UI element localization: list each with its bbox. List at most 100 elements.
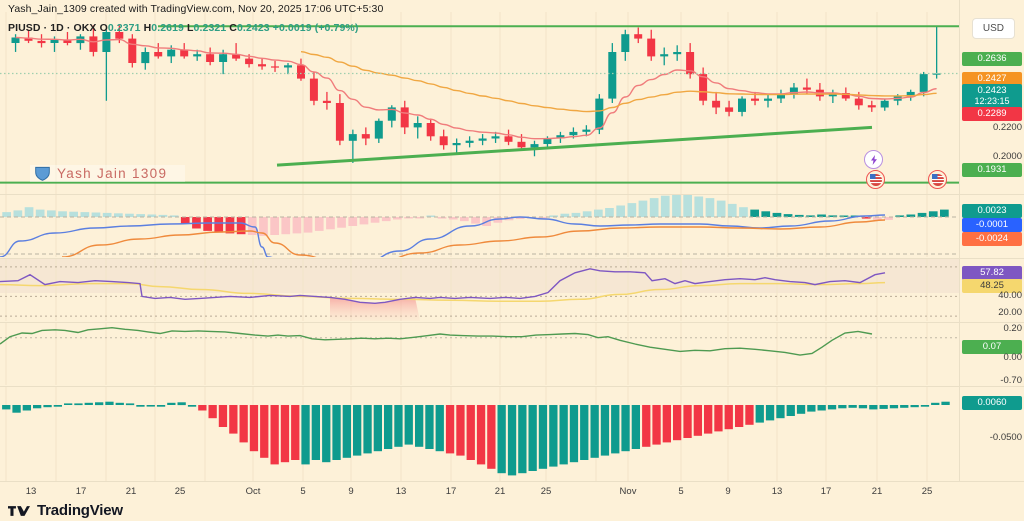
oscillator-bar (776, 405, 785, 419)
candle-body (841, 93, 850, 99)
macd-bar (393, 217, 402, 220)
price-axis-label: -0.0500 (989, 432, 1022, 443)
candle-body (63, 39, 72, 43)
moving-average-orange-line (300, 51, 937, 113)
time-axis[interactable]: 13 17 21 25 Oct 5 9 13 17 21 25 Nov 5 9 13 17 21 25 (0, 481, 1024, 504)
candle-body (478, 138, 487, 141)
oscillator-bar (435, 405, 444, 452)
macd-bar (716, 200, 726, 217)
tradingview-logo[interactable]: TradingView (8, 502, 123, 519)
currency-button[interactable]: USD (971, 18, 1015, 39)
oscillator-gridlines (5, 387, 928, 481)
economic-event-us-flag[interactable] (928, 170, 947, 189)
price-axis-tag[interactable]: 0.0060 (962, 396, 1022, 410)
macd-bar (928, 211, 938, 217)
rsi-pane[interactable] (0, 259, 960, 321)
macd-bar (638, 200, 648, 217)
macd-bar (91, 212, 101, 217)
oscillator-bar (910, 405, 919, 408)
oscillator-bar (642, 405, 651, 447)
oscillator-bar (404, 405, 413, 445)
momentum-gridlines (5, 323, 928, 385)
macd-bar (727, 203, 737, 217)
ascending-trendline (276, 125, 873, 167)
macd-bar (58, 211, 67, 217)
price-axis-tag[interactable]: 0.2427 (962, 72, 1022, 86)
momentum-pane[interactable] (0, 323, 960, 385)
change-percent: (+0.79%) (314, 22, 359, 34)
oscillator-bar (249, 405, 259, 452)
rsi-band (0, 259, 960, 293)
symbol-label[interactable]: PIUSD · 1D · OKX (8, 22, 97, 34)
oscillator-bar (858, 405, 868, 409)
oscillator-bar (683, 405, 692, 438)
oscillator-bar (291, 405, 300, 460)
candle-body (660, 54, 669, 57)
macd-bar (616, 205, 625, 217)
time-axis-label: Nov (619, 486, 637, 497)
candle-body (751, 98, 759, 101)
macd-bar (895, 215, 905, 217)
earnings-bolt-icon[interactable] (864, 150, 883, 169)
oscillator-bar (311, 405, 320, 460)
macd-bar (649, 198, 659, 217)
price-axis-tag[interactable]: 0.2636 (962, 52, 1022, 66)
macd-pane[interactable] (0, 195, 960, 257)
time-axis-label: 5 (678, 486, 684, 497)
oscillator-bar (590, 405, 599, 458)
oscillator-bar (817, 405, 826, 411)
price-axis-tag[interactable]: 0.2289 (962, 107, 1022, 121)
oscillator-bar (187, 405, 197, 407)
momentum-line (0, 326, 873, 356)
macd-bar (538, 217, 547, 219)
macd-bar (114, 213, 123, 217)
macd-bar (102, 212, 112, 217)
oscillator-bar (755, 405, 764, 423)
oscillator-bar (280, 405, 290, 463)
rsi-moving-average-line (0, 281, 886, 303)
price-axis-tag[interactable]: -0.0001 (962, 218, 1022, 232)
oscillator-bar (322, 405, 331, 463)
price-axis-tag[interactable]: 0.0023 (962, 204, 1022, 218)
current-price-tag[interactable]: 0.2423 12:23:15 (962, 84, 1022, 109)
price-axis-tag[interactable]: 57.82 (962, 266, 1022, 280)
price-axis-label: 0.2200 (992, 122, 1022, 133)
candle-body (569, 131, 578, 136)
price-pane[interactable] (0, 12, 960, 194)
macd-bar (627, 203, 637, 217)
oscillator-bar (621, 405, 630, 452)
economic-event-us-flag[interactable] (866, 170, 885, 189)
oscillator-bar (569, 405, 579, 463)
price-axis[interactable]: 0.2636 0.2427 0.2423 12:23:15 0.2289 0.2200 0.… (959, 0, 1024, 481)
oscillator-bar (198, 405, 207, 411)
time-axis-label: 9 (348, 486, 354, 497)
candle-body (686, 52, 695, 75)
oscillator-bar (33, 405, 42, 409)
macd-bar (214, 217, 224, 233)
macd-bar (694, 196, 704, 217)
macd-bar (247, 217, 257, 235)
price-axis-label: 0.2000 (992, 151, 1022, 162)
macd-bar (404, 217, 413, 219)
candle-body (245, 58, 254, 65)
price-axis-tag[interactable]: 48.25 (962, 279, 1022, 293)
pane-divider (0, 258, 1024, 259)
candle-body (89, 36, 98, 52)
candle-body (115, 32, 124, 39)
candle-body (400, 107, 409, 128)
time-axis-label: 13 (395, 486, 407, 497)
macd-bar (147, 214, 157, 217)
candle-body (271, 66, 279, 68)
candle-body (24, 37, 33, 41)
macd-bar (13, 210, 23, 217)
volume-oscillator-pane[interactable] (0, 387, 960, 481)
macd-bar (35, 209, 45, 217)
oscillator-bar (342, 405, 351, 458)
macd-bar (906, 214, 916, 217)
oscillator-bar (12, 405, 21, 413)
price-axis-tag[interactable]: 0.07 (962, 340, 1022, 354)
footer: TradingView (0, 502, 1024, 521)
price-axis-tag[interactable]: -0.0024 (962, 232, 1022, 246)
price-axis-tag[interactable]: 0.1931 (962, 163, 1022, 177)
candle-body (426, 123, 435, 137)
